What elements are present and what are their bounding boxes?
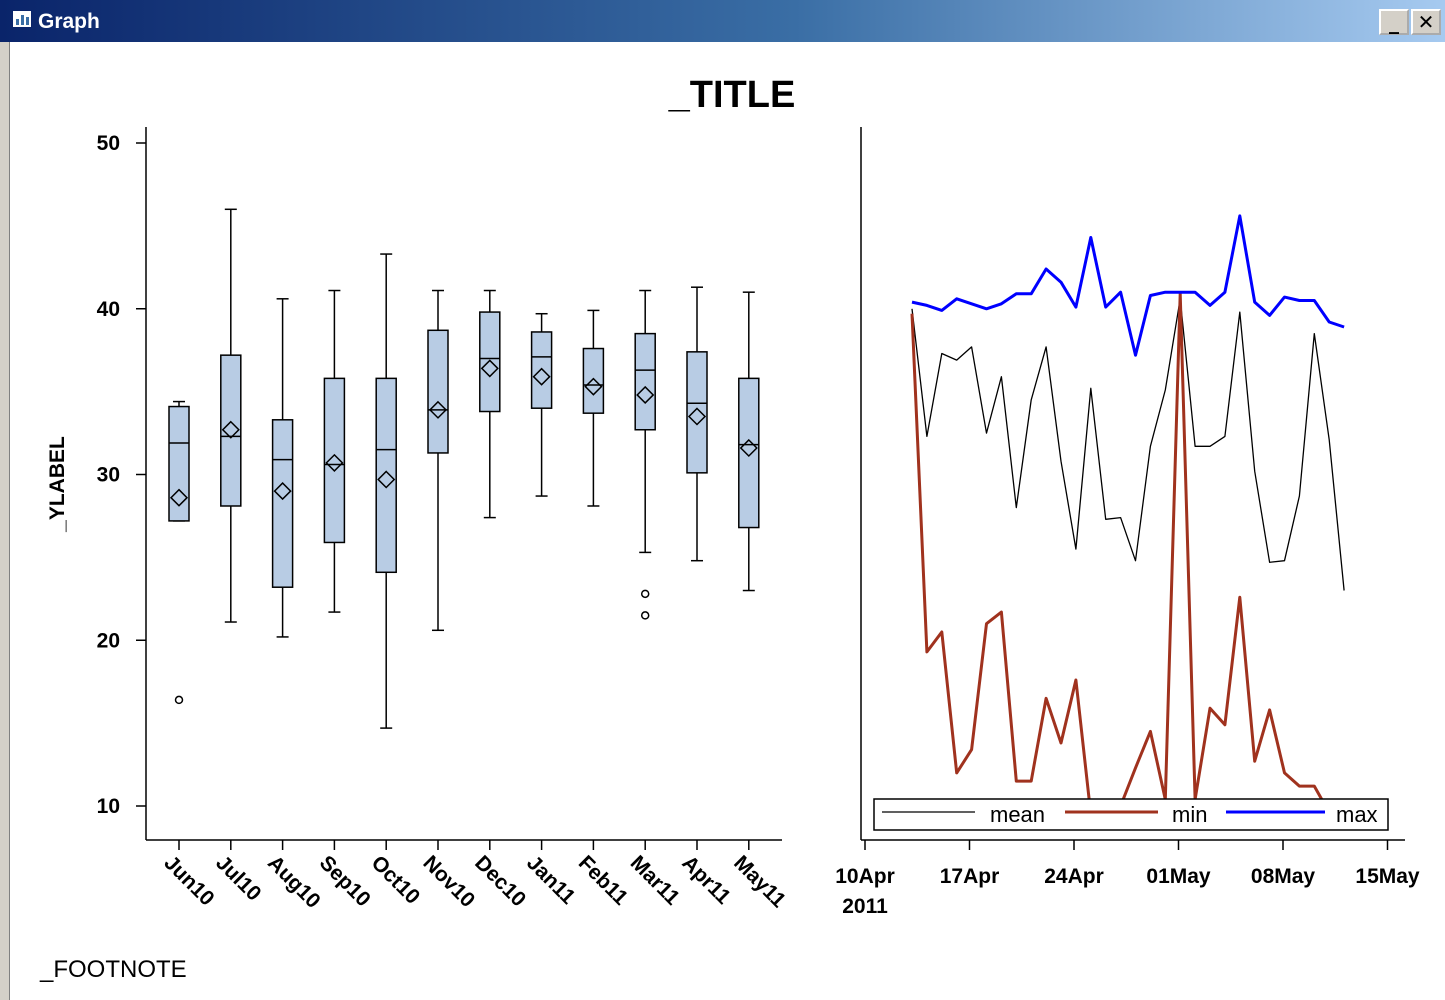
- box-feb11: [582, 309, 605, 507]
- x-tick-label: Mar11: [626, 851, 685, 910]
- box-outlier: [640, 611, 650, 620]
- legend-frame: [873, 798, 1389, 831]
- series-line-min: [910, 292, 1345, 816]
- box-iqr: [427, 329, 449, 454]
- box-iqr: [582, 347, 605, 414]
- x-tick-label: 01May: [1146, 865, 1211, 888]
- box-iqr: [271, 419, 294, 588]
- box-jul10: [220, 208, 242, 623]
- y-tick-label: 30: [97, 464, 120, 487]
- x-tick-label: Apr11: [677, 851, 735, 909]
- x-tick-label: 24Apr: [1044, 865, 1104, 888]
- window-frame-left: [0, 42, 10, 1000]
- window-title-bar[interactable]: Graph _ ✕: [0, 0, 1445, 42]
- box-mean-marker: [532, 367, 551, 386]
- y-tick-label: 10: [97, 795, 120, 818]
- box-nov10: [427, 289, 449, 632]
- box-mean-marker: [273, 482, 292, 501]
- box-iqr: [686, 351, 708, 474]
- box-mean-marker: [584, 377, 603, 396]
- box-iqr: [323, 377, 346, 544]
- box-mean-marker: [480, 359, 499, 378]
- box-may11: [738, 291, 760, 592]
- x-tick-label: May11: [729, 851, 790, 912]
- x-tick-label: Aug10: [263, 851, 325, 913]
- x-tick-label: Jun10: [159, 851, 218, 910]
- x-tick-label: 15May: [1355, 865, 1420, 888]
- x-tick-label: Jul10: [211, 851, 265, 905]
- y-tick-label: 40: [97, 298, 120, 321]
- box-mar11: [634, 289, 656, 620]
- y-tick-label: 20: [97, 629, 120, 652]
- box-jun10: [168, 400, 190, 705]
- box-mean-marker: [221, 420, 240, 439]
- box-sep10: [323, 289, 346, 613]
- x-tick-label: 10Apr: [835, 865, 895, 888]
- series-line-max: [911, 214, 1345, 357]
- x-tick-year-label: 2011: [842, 895, 888, 918]
- box-mean-marker: [428, 400, 448, 419]
- box-mean-marker: [325, 453, 344, 472]
- box-plot: _YLABEL 10 20 30 40 50 Jun10Jul10Aug10Sep10O…: [46, 127, 790, 913]
- x-tick-label: Dec10: [470, 851, 530, 911]
- box-outlier: [640, 589, 650, 599]
- box-apr11: [686, 286, 708, 562]
- series-line-mean: [911, 298, 1345, 591]
- graph-canvas: _TITLE _FOOTNOTE _YLABEL 10 20 30 40 50 Jun1…: [39, 74, 1420, 983]
- box-mean-marker: [687, 407, 707, 426]
- graph-window-icon: [12, 10, 32, 28]
- minimize-button[interactable]: _: [1379, 9, 1409, 35]
- x-tick-label: Feb11: [574, 851, 633, 910]
- window-title: Graph: [38, 10, 100, 33]
- legend-label-max: max: [1336, 802, 1378, 827]
- x-tick-label: 17Apr: [940, 865, 1000, 888]
- legend-label-min: min: [1172, 802, 1207, 827]
- y-axis-label: _YLABEL: [46, 436, 69, 533]
- figure-title: _TITLE: [668, 74, 796, 116]
- box-dec10: [479, 289, 501, 519]
- legend: mean min max: [873, 798, 1389, 831]
- x-tick-label: Nov10: [418, 851, 479, 912]
- box-iqr: [220, 354, 242, 507]
- x-tick-label: Oct10: [367, 851, 425, 909]
- box-mean-marker: [739, 438, 758, 458]
- legend-label-mean: mean: [990, 802, 1045, 827]
- box-iqr: [375, 377, 397, 574]
- line-plot: 10Apr 17Apr 24Apr 01May 08May 15May 2011 mean…: [835, 127, 1420, 918]
- box-mean-marker: [636, 385, 655, 405]
- x-tick-label: Sep10: [315, 851, 375, 911]
- y-tick-label: 50: [97, 132, 120, 155]
- box-iqr: [168, 405, 190, 522]
- x-tick-label: 08May: [1251, 865, 1316, 888]
- box-jan11: [530, 312, 553, 497]
- box-oct10: [375, 253, 397, 729]
- box-iqr: [530, 331, 553, 409]
- box-outlier: [174, 695, 184, 705]
- box-mean-marker: [377, 470, 396, 489]
- figure-footnote: _FOOTNOTE: [39, 956, 187, 983]
- box-iqr: [634, 332, 656, 431]
- x-tick-label: Jan11: [522, 851, 580, 909]
- box-iqr: [479, 311, 501, 413]
- box-aug10: [271, 298, 294, 638]
- box-iqr: [738, 377, 760, 529]
- close-button[interactable]: ✕: [1411, 9, 1441, 35]
- box-mean-marker: [169, 488, 189, 507]
